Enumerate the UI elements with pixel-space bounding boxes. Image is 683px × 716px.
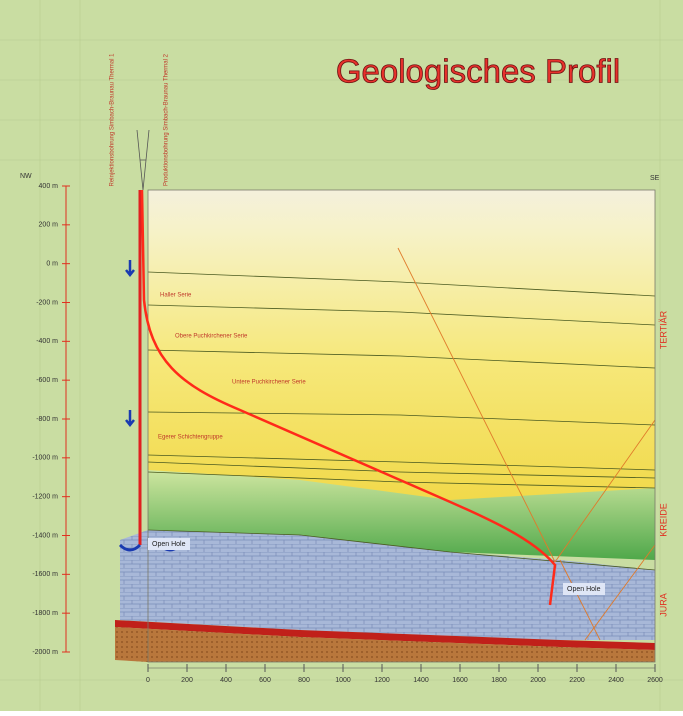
x-tick-label: 2000 <box>530 677 546 684</box>
x-tick-label: 2200 <box>569 677 585 684</box>
open-hole-label: Open Hole <box>567 586 601 593</box>
y-tick-label: -600 m <box>36 377 58 384</box>
y-tick-label: -1800 m <box>32 610 58 617</box>
x-tick-label: 1800 <box>491 677 507 684</box>
x-tick-label: 1000 <box>335 677 351 684</box>
y-tick-label: -1600 m <box>32 571 58 578</box>
x-tick-label: 2600 <box>647 677 663 684</box>
page: Geologisches Profil Reinjektionsbohrun <box>0 0 683 711</box>
well-label: Produktionsbohrung Simbach-Braunau Therm… <box>164 53 170 186</box>
y-tick-label: -800 m <box>36 416 58 423</box>
layer-label: Obere Puchkirchener Serie <box>175 334 248 340</box>
layer-label: Egerer Schichtengruppe <box>158 435 223 441</box>
y-tick-label: -200 m <box>36 299 58 306</box>
compass: SE <box>650 175 660 182</box>
y-tick-label: -2000 m <box>32 649 58 656</box>
title: Geologisches Profil <box>336 53 620 90</box>
layer-label: Untere Puchkirchener Serie <box>232 380 306 386</box>
compass: NW <box>20 173 32 180</box>
layer-label: Haller Serie <box>160 293 192 299</box>
period-label: JURA <box>658 593 668 617</box>
y-tick-label: 0 m <box>46 261 58 268</box>
x-tick-label: 800 <box>298 677 310 684</box>
x-tick-label: 200 <box>181 677 193 684</box>
x-tick-label: 1200 <box>374 677 390 684</box>
open-hole-label: Open Hole <box>152 541 186 548</box>
x-tick-label: 600 <box>259 677 271 684</box>
y-tick-label: -1200 m <box>32 494 58 501</box>
period-label: KREIDE <box>658 503 668 537</box>
y-tick-label: 400 m <box>39 183 59 190</box>
period-label: TERTIÄR <box>658 310 668 349</box>
x-tick-label: 2400 <box>608 677 624 684</box>
well-label: Reinjektionsbohrung Simbach-Braunau Ther… <box>110 53 116 187</box>
y-tick-label: 200 m <box>39 222 59 229</box>
x-tick-label: 0 <box>146 677 150 684</box>
y-tick-label: -1000 m <box>32 455 58 462</box>
y-tick-label: -1400 m <box>32 532 58 539</box>
y-tick-label: -400 m <box>36 338 58 345</box>
x-tick-label: 400 <box>220 677 232 684</box>
x-tick-label: 1600 <box>452 677 468 684</box>
x-tick-label: 1400 <box>413 677 429 684</box>
